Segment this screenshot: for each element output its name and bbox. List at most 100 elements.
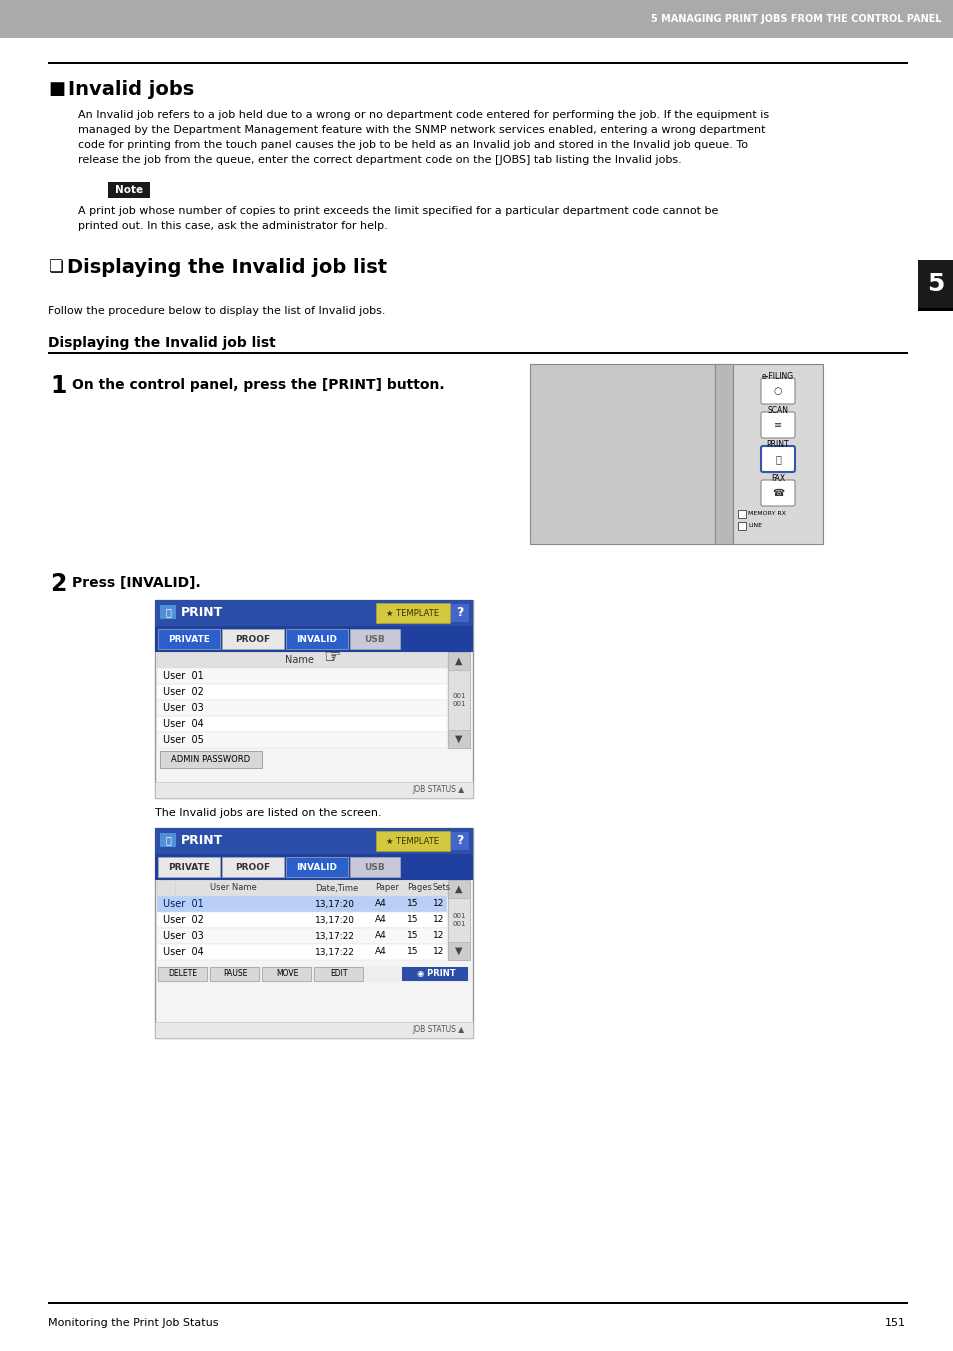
Text: EDIT: EDIT xyxy=(330,969,348,978)
Text: 1: 1 xyxy=(50,374,67,399)
Text: USB: USB xyxy=(364,635,385,643)
Bar xyxy=(448,942,470,961)
Text: ☞: ☞ xyxy=(323,648,340,667)
Text: A4: A4 xyxy=(375,900,386,908)
Text: 13,17:20: 13,17:20 xyxy=(314,916,355,924)
Text: 001: 001 xyxy=(452,693,465,698)
Text: Displaying the Invalid job list: Displaying the Invalid job list xyxy=(48,336,275,350)
Text: ADMIN PASSWORD: ADMIN PASSWORD xyxy=(172,755,251,765)
Bar xyxy=(157,896,447,912)
Text: ?: ? xyxy=(456,607,463,620)
Text: A print job whose number of copies to print exceeds the limit specified for a pa: A print job whose number of copies to pr… xyxy=(78,205,718,216)
Text: An Invalid job refers to a job held due to a wrong or no department code entered: An Invalid job refers to a job held due … xyxy=(78,109,768,120)
Text: ☎: ☎ xyxy=(771,488,783,499)
Text: 13,17:22: 13,17:22 xyxy=(314,931,355,940)
Text: PRINT: PRINT xyxy=(181,607,223,620)
Bar xyxy=(738,509,745,517)
Text: On the control panel, press the [PRINT] button.: On the control panel, press the [PRINT] … xyxy=(71,378,444,392)
FancyBboxPatch shape xyxy=(222,630,284,648)
Text: 12: 12 xyxy=(433,947,444,957)
Text: Displaying the Invalid job list: Displaying the Invalid job list xyxy=(67,258,387,277)
FancyBboxPatch shape xyxy=(222,857,284,877)
Text: The Invalid jobs are listed on the screen.: The Invalid jobs are listed on the scree… xyxy=(154,808,381,817)
Text: PROOF: PROOF xyxy=(235,635,271,643)
Bar xyxy=(154,1021,473,1038)
Bar xyxy=(157,653,447,667)
Bar xyxy=(48,1302,907,1304)
Bar xyxy=(157,880,174,896)
Text: Follow the procedure below to display the list of Invalid jobs.: Follow the procedure below to display th… xyxy=(48,305,385,316)
FancyBboxPatch shape xyxy=(760,378,794,404)
Bar xyxy=(157,966,471,982)
Text: Date,Time: Date,Time xyxy=(314,884,358,893)
Text: Sets: Sets xyxy=(433,884,451,893)
Text: ■: ■ xyxy=(48,80,65,99)
Bar xyxy=(157,716,447,732)
Text: Pages: Pages xyxy=(407,884,432,893)
Bar xyxy=(530,363,714,544)
Text: DELETE: DELETE xyxy=(169,969,197,978)
Text: 13,17:20: 13,17:20 xyxy=(314,900,355,908)
Bar xyxy=(448,730,470,748)
FancyBboxPatch shape xyxy=(375,603,450,623)
FancyBboxPatch shape xyxy=(350,857,399,877)
Bar xyxy=(154,782,473,798)
Bar xyxy=(108,182,150,199)
Text: 12: 12 xyxy=(433,931,444,940)
Text: 001: 001 xyxy=(452,921,465,927)
Text: 5: 5 xyxy=(926,272,943,296)
Bar xyxy=(48,62,907,63)
Text: 15: 15 xyxy=(407,931,418,940)
Text: A4: A4 xyxy=(375,947,386,957)
Text: ◉ PRINT: ◉ PRINT xyxy=(416,969,455,978)
Text: 15: 15 xyxy=(407,916,418,924)
FancyBboxPatch shape xyxy=(262,966,312,981)
Text: MEMORY RX: MEMORY RX xyxy=(747,511,785,516)
Text: ▼: ▼ xyxy=(455,734,462,744)
Text: Press [INVALID].: Press [INVALID]. xyxy=(71,576,200,590)
Text: 151: 151 xyxy=(884,1319,905,1328)
Bar xyxy=(157,732,447,748)
Text: JOB STATUS ▲: JOB STATUS ▲ xyxy=(413,1025,464,1035)
Bar xyxy=(157,684,447,700)
Text: printed out. In this case, ask the administrator for help.: printed out. In this case, ask the admin… xyxy=(78,222,387,231)
Text: User  04: User 04 xyxy=(163,719,204,730)
FancyBboxPatch shape xyxy=(158,857,220,877)
FancyBboxPatch shape xyxy=(402,966,468,981)
Text: User  04: User 04 xyxy=(163,947,204,957)
Text: Paper: Paper xyxy=(375,884,398,893)
Text: ≡: ≡ xyxy=(773,420,781,430)
Text: User  05: User 05 xyxy=(163,735,204,744)
Bar xyxy=(154,600,473,626)
Bar xyxy=(48,353,907,354)
Text: ▲: ▲ xyxy=(455,884,462,894)
FancyBboxPatch shape xyxy=(211,966,259,981)
Text: ?: ? xyxy=(456,835,463,847)
Bar xyxy=(448,653,470,748)
Text: ❏: ❏ xyxy=(48,258,63,276)
Text: PRIVATE: PRIVATE xyxy=(168,862,210,871)
Bar xyxy=(451,832,469,850)
Bar xyxy=(154,600,473,798)
Text: A4: A4 xyxy=(375,931,386,940)
Bar xyxy=(157,700,447,716)
Text: 12: 12 xyxy=(433,900,444,908)
FancyBboxPatch shape xyxy=(350,630,399,648)
Bar xyxy=(157,667,447,684)
FancyBboxPatch shape xyxy=(286,857,348,877)
Text: e-FILING: e-FILING xyxy=(761,372,793,381)
Text: ⎙: ⎙ xyxy=(165,607,171,617)
Text: ★ TEMPLATE: ★ TEMPLATE xyxy=(386,836,439,846)
Bar xyxy=(157,912,447,928)
Text: FAX: FAX xyxy=(770,474,784,484)
Text: Note: Note xyxy=(114,185,143,195)
Text: User  01: User 01 xyxy=(163,671,204,681)
Text: 001: 001 xyxy=(452,913,465,919)
Text: Name: Name xyxy=(285,655,314,665)
Text: ★ TEMPLATE: ★ TEMPLATE xyxy=(386,608,439,617)
FancyBboxPatch shape xyxy=(760,446,794,471)
Bar xyxy=(448,653,470,670)
FancyBboxPatch shape xyxy=(375,831,450,851)
Text: PAUSE: PAUSE xyxy=(223,969,247,978)
Bar xyxy=(154,854,473,880)
